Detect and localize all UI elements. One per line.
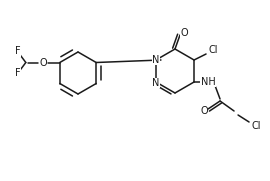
Text: Cl: Cl bbox=[251, 121, 261, 131]
Text: O: O bbox=[180, 28, 188, 38]
Text: N: N bbox=[152, 55, 160, 65]
Text: Cl: Cl bbox=[208, 45, 218, 55]
Text: F: F bbox=[15, 68, 21, 79]
Text: NH: NH bbox=[201, 77, 215, 87]
Text: N: N bbox=[152, 78, 160, 88]
Text: O: O bbox=[200, 106, 208, 116]
Text: F: F bbox=[15, 47, 21, 56]
Text: O: O bbox=[39, 58, 47, 68]
